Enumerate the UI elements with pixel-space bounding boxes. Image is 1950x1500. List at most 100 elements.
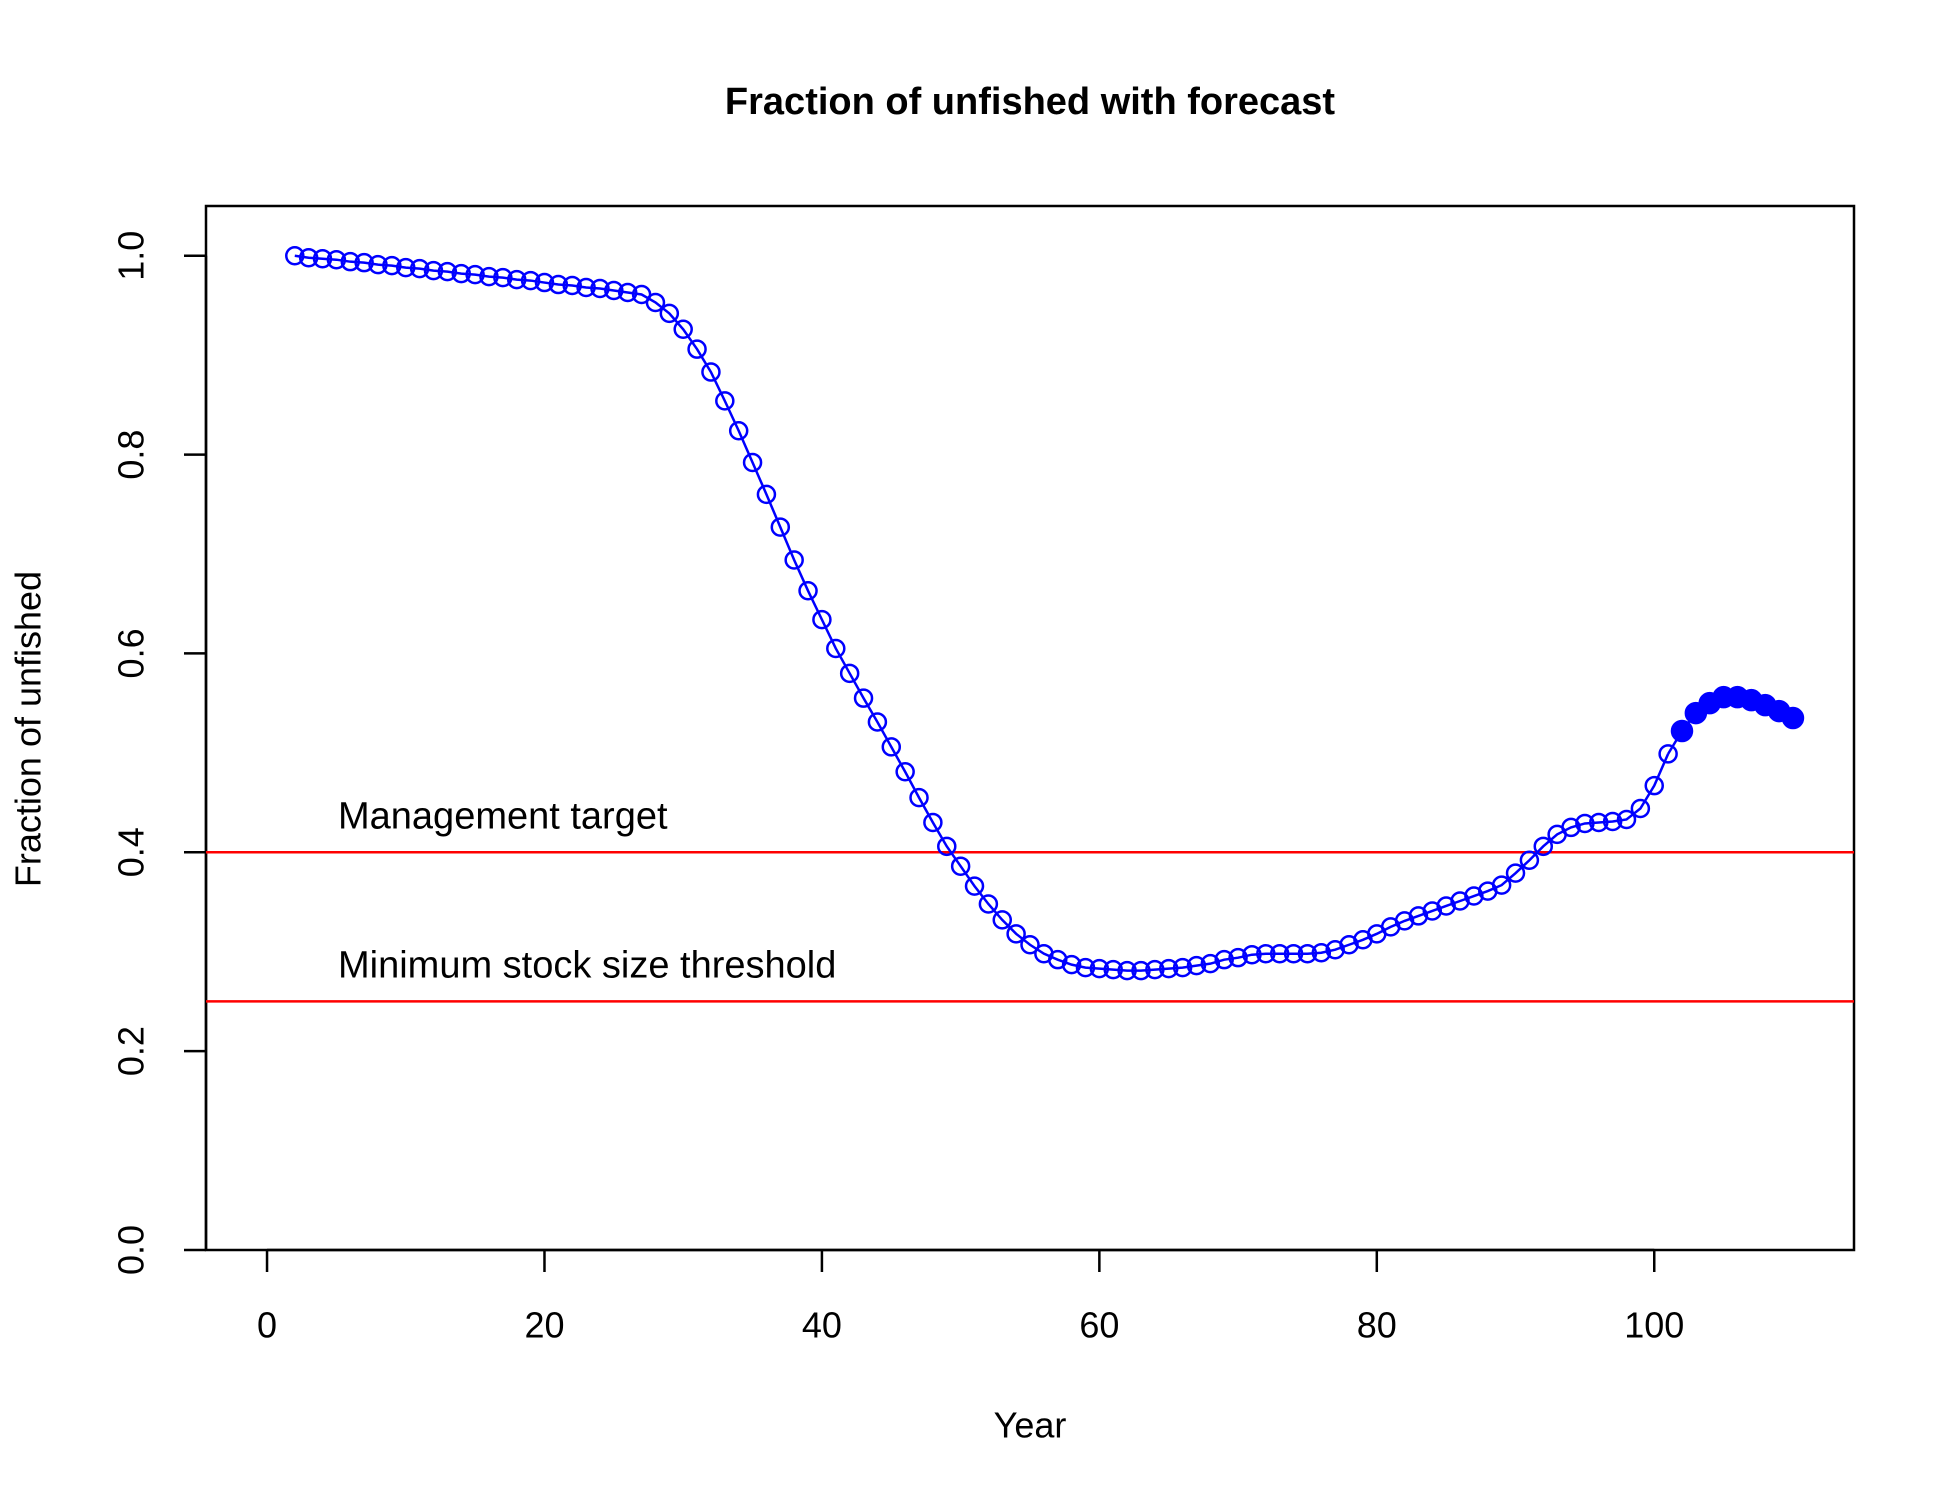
data-point <box>423 260 444 281</box>
data-point <box>1158 958 1179 979</box>
data-point <box>1242 944 1262 965</box>
data-point <box>895 761 915 782</box>
x-axis-label: Year <box>994 1405 1067 1446</box>
data-point <box>1228 947 1248 968</box>
data-point <box>798 581 818 601</box>
reference-label: Management target <box>338 795 668 837</box>
y-tick-label: 0.4 <box>111 827 152 877</box>
data-point <box>770 517 791 537</box>
data-point <box>1297 943 1318 964</box>
data-point <box>950 856 971 876</box>
data-point <box>396 257 416 278</box>
data-point <box>1589 812 1609 833</box>
data-point <box>617 282 638 303</box>
data-point <box>853 688 874 708</box>
data-point <box>1630 798 1651 819</box>
data-point <box>562 275 582 296</box>
data-point <box>659 303 680 324</box>
data-point <box>1283 943 1304 964</box>
x-tick-label: 0 <box>257 1305 277 1346</box>
data-point <box>1172 957 1193 978</box>
data-point <box>1491 875 1512 895</box>
y-tick-label: 0.6 <box>111 628 152 678</box>
data-point <box>1311 942 1332 963</box>
series-line <box>294 254 1670 972</box>
data-point <box>715 391 735 411</box>
data-point <box>1269 943 1290 964</box>
data-point <box>285 245 305 266</box>
data-point <box>1505 863 1526 883</box>
data-point <box>839 663 860 684</box>
data-point <box>909 787 929 808</box>
data-point <box>1145 959 1165 980</box>
data-point <box>312 248 333 269</box>
data-point <box>1006 924 1026 944</box>
data-point <box>1131 960 1151 981</box>
data-point <box>812 609 832 630</box>
data-point <box>1533 836 1554 857</box>
x-tick-label: 40 <box>802 1305 842 1346</box>
data-point <box>354 252 374 273</box>
data-point <box>520 270 541 291</box>
data-point <box>964 876 985 896</box>
data-point <box>479 266 499 287</box>
data-point <box>1575 813 1595 834</box>
data-point <box>826 638 846 659</box>
x-tick-label: 80 <box>1357 1305 1397 1346</box>
data-point <box>298 247 319 268</box>
data-point <box>1561 817 1581 838</box>
data-point <box>382 255 402 276</box>
data-point <box>437 261 458 282</box>
data-point <box>548 274 569 295</box>
data-point <box>1256 943 1276 964</box>
data-point <box>1186 955 1207 976</box>
reference-label: Minimum stock size threshold <box>338 944 836 986</box>
data-point <box>1658 744 1678 764</box>
data-point <box>1075 957 1096 978</box>
data-point <box>1200 953 1221 974</box>
data-point <box>881 737 902 757</box>
data-point <box>1103 959 1123 980</box>
data-point <box>1781 706 1805 730</box>
y-tick-label: 0.0 <box>111 1225 152 1275</box>
data-point <box>368 254 388 275</box>
data-point <box>340 251 361 272</box>
data-point <box>590 278 610 299</box>
data-point <box>978 894 999 914</box>
data-point <box>576 277 596 298</box>
data-point <box>493 267 513 288</box>
chart-title: Fraction of unfished with forecast <box>725 81 1335 123</box>
data-point <box>409 258 430 279</box>
data-point <box>742 452 763 473</box>
data-point <box>1020 935 1040 955</box>
data-point <box>687 339 707 359</box>
data-point <box>923 812 943 833</box>
data-point <box>701 362 721 382</box>
data-point <box>1644 775 1664 796</box>
data-point <box>645 292 666 313</box>
y-tick-label: 0.8 <box>111 430 152 480</box>
data-point <box>784 550 804 570</box>
x-tick-label: 100 <box>1624 1305 1684 1346</box>
data-point <box>1670 719 1694 743</box>
data-point <box>1089 958 1110 979</box>
data-point <box>673 319 693 340</box>
x-tick-label: 20 <box>524 1305 564 1346</box>
data-point <box>326 249 347 270</box>
data-point <box>1214 949 1234 970</box>
data-point <box>1602 811 1623 832</box>
data-point <box>867 712 888 732</box>
data-point <box>534 272 555 293</box>
y-tick-label: 1.0 <box>111 231 152 281</box>
data-point <box>465 264 485 285</box>
data-point <box>728 420 749 441</box>
data-point <box>756 484 777 505</box>
x-tick-label: 60 <box>1079 1305 1119 1346</box>
data-point <box>937 836 957 857</box>
data-point <box>604 280 624 301</box>
data-point <box>1117 960 1137 981</box>
data-point <box>451 263 471 284</box>
data-point <box>1061 954 1082 975</box>
data-point <box>1616 809 1637 830</box>
